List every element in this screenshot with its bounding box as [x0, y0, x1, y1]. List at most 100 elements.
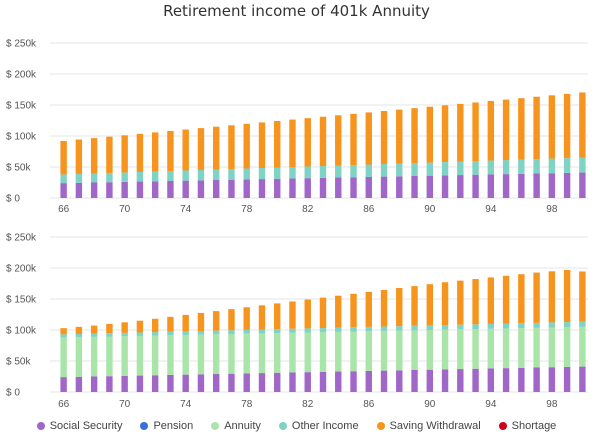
bar-segment-saving-withdrawal — [350, 293, 357, 328]
bar-segment-social-security — [243, 179, 250, 198]
bar-segment-saving-withdrawal — [213, 311, 220, 331]
bar-segment-annuity — [243, 333, 250, 374]
bar-segment-saving-withdrawal — [75, 326, 83, 334]
bar-segment-other-income — [75, 173, 83, 183]
bar-segment-saving-withdrawal — [319, 297, 327, 329]
bar-segment-other-income — [563, 158, 571, 173]
bar-segment-saving-withdrawal — [380, 111, 388, 165]
bar-segment-other-income — [304, 328, 311, 333]
bar-segment-annuity — [441, 329, 449, 370]
bar-segment-social-security — [563, 366, 571, 392]
bar-segment-other-income — [579, 157, 586, 173]
bar-segment-saving-withdrawal — [411, 286, 418, 326]
bar-segment-other-income — [182, 331, 189, 335]
bar-segment-other-income — [396, 326, 403, 331]
bar-segment-social-security — [213, 374, 220, 392]
legend-item-other-income[interactable]: Other Income — [278, 420, 359, 432]
bar-segment-other-income — [289, 328, 296, 333]
bar-segment-other-income — [228, 168, 235, 180]
bar-segment-annuity — [121, 336, 128, 376]
bar-segment-other-income — [411, 163, 418, 176]
bar-segment-other-income — [579, 321, 586, 327]
bar-segment-social-security — [106, 182, 113, 198]
bar-segment-other-income — [487, 323, 495, 329]
legend-item-pension[interactable]: Pension — [140, 420, 193, 432]
bar-segment-saving-withdrawal — [457, 280, 464, 325]
bar-segment-social-security — [350, 177, 357, 198]
legend-item-annuity[interactable]: Annuity — [211, 420, 261, 432]
legend-item-social-security[interactable]: Social Security — [36, 420, 122, 432]
bar-segment-saving-withdrawal — [197, 313, 205, 331]
y-tick-label: $ 50k — [6, 163, 31, 174]
bar-segment-saving-withdrawal — [335, 295, 342, 328]
bar-segment-saving-withdrawal — [457, 103, 464, 162]
bar-segment-saving-withdrawal — [304, 118, 311, 167]
bar-segment-social-security — [136, 181, 144, 198]
bar-segment-other-income — [472, 161, 479, 175]
x-tick-label: 70 — [119, 204, 131, 215]
bar-segment-other-income — [151, 332, 159, 336]
bar-segment-saving-withdrawal — [289, 301, 296, 329]
bar-segment-other-income — [335, 327, 342, 332]
bar-segment-annuity — [411, 330, 418, 370]
bar-segment-annuity — [579, 326, 586, 367]
legend-item-shortage[interactable]: Shortage — [498, 420, 557, 432]
bar-segment-other-income — [441, 325, 449, 330]
bar-segment-saving-withdrawal — [243, 307, 250, 330]
legend-marker-icon — [36, 422, 45, 430]
bar-segment-saving-withdrawal — [274, 303, 281, 330]
x-tick-label: 98 — [546, 204, 558, 215]
legend-label: Shortage — [511, 420, 557, 432]
bar-segment-other-income — [60, 334, 67, 338]
bar-segment-saving-withdrawal — [502, 99, 510, 161]
bar-segment-other-income — [319, 328, 327, 333]
bar-segment-social-security — [380, 370, 388, 392]
x-tick-label: 86 — [363, 204, 375, 215]
bar-segment-other-income — [121, 172, 128, 182]
x-tick-label: 66 — [58, 399, 70, 410]
bar-segment-social-security — [197, 374, 205, 392]
bar-segment-social-security — [228, 179, 235, 198]
bar-segment-social-security — [243, 373, 250, 392]
bar-segment-other-income — [533, 322, 540, 328]
bar-segment-social-security — [136, 375, 144, 392]
legend-label: Saving Withdrawal — [389, 420, 481, 432]
bar-segment-other-income — [197, 330, 205, 335]
bar-segment-other-income — [136, 332, 144, 336]
bar-segment-social-security — [121, 181, 128, 198]
bar-segment-social-security — [396, 370, 403, 392]
bar-segment-saving-withdrawal — [365, 291, 372, 327]
bar-segment-saving-withdrawal — [197, 128, 205, 170]
legend-item-saving-withdrawal[interactable]: Saving Withdrawal — [376, 420, 481, 432]
bar-segment-other-income — [319, 166, 327, 178]
bar-segment-social-security — [487, 368, 495, 392]
bar-segment-social-security — [274, 178, 281, 198]
bar-segment-saving-withdrawal — [121, 135, 128, 173]
bar-segment-social-security — [441, 369, 449, 392]
bar-segment-other-income — [213, 330, 220, 335]
bar-segment-social-security — [213, 180, 220, 198]
bar-segment-saving-withdrawal — [472, 279, 479, 325]
bar-segment-saving-withdrawal — [213, 126, 220, 170]
bar-segment-other-income — [548, 322, 556, 328]
bar-segment-social-security — [472, 368, 479, 392]
bar-segment-other-income — [274, 167, 281, 179]
bar-segment-other-income — [106, 172, 113, 183]
bar-segment-saving-withdrawal — [60, 140, 67, 175]
bar-segment-social-security — [228, 373, 235, 392]
bar-segment-social-security — [319, 371, 327, 392]
y-tick-label: $ 0 — [6, 194, 20, 205]
bar-segment-annuity — [60, 337, 67, 378]
x-tick-label: 98 — [546, 399, 558, 410]
bar-segment-social-security — [289, 372, 296, 392]
bar-segment-social-security — [563, 172, 571, 198]
legend-marker-icon — [278, 422, 287, 430]
bar-segment-annuity — [228, 334, 235, 374]
bar-segment-annuity — [197, 334, 205, 375]
x-tick-label: 82 — [302, 204, 314, 215]
bar-segment-social-security — [502, 368, 510, 392]
y-tick-label: $ 150k — [6, 295, 37, 306]
bar-segment-annuity — [151, 335, 159, 376]
legend-marker-icon — [211, 422, 220, 430]
bar-segment-saving-withdrawal — [380, 289, 388, 327]
